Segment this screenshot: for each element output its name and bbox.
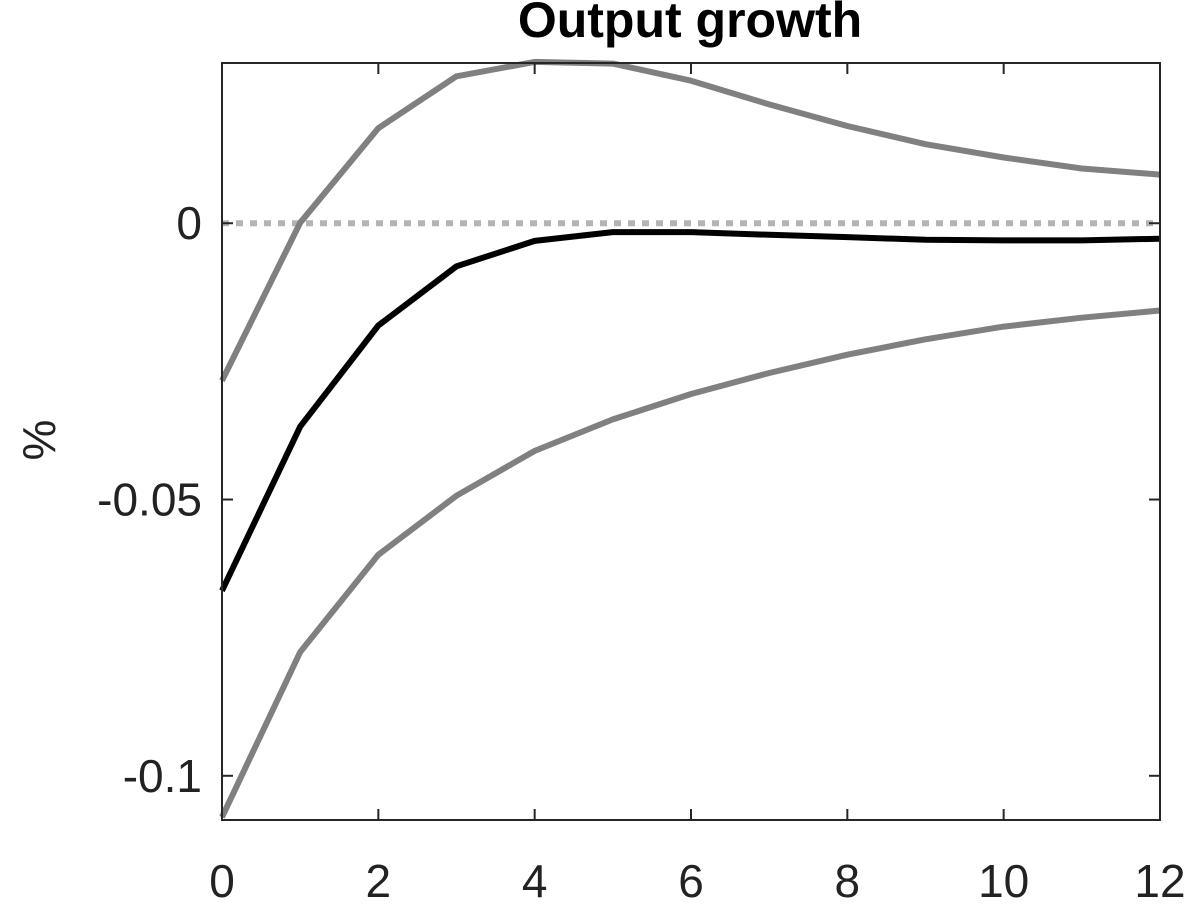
x-tick-label: 10 (978, 855, 1029, 907)
x-tick-label: 0 (209, 855, 235, 907)
x-tick-label: 8 (835, 855, 861, 907)
y-tick-label: -0.05 (97, 474, 202, 526)
x-tick-label: 6 (678, 855, 704, 907)
chart-title: Output growth (518, 0, 862, 48)
y-tick-label: 0 (176, 197, 202, 249)
y-axis-label: % (13, 420, 65, 461)
series-line-upper-band (219, 58, 1161, 383)
series-line-lower-band (219, 307, 1161, 819)
series-line-estimate (219, 229, 1161, 592)
plot-frame (221, 62, 1161, 821)
y-tick-label: -0.1 (123, 750, 202, 802)
x-tick-label: 2 (366, 855, 392, 907)
x-tick-label: 4 (522, 855, 548, 907)
x-tick-label: 12 (1134, 855, 1185, 907)
